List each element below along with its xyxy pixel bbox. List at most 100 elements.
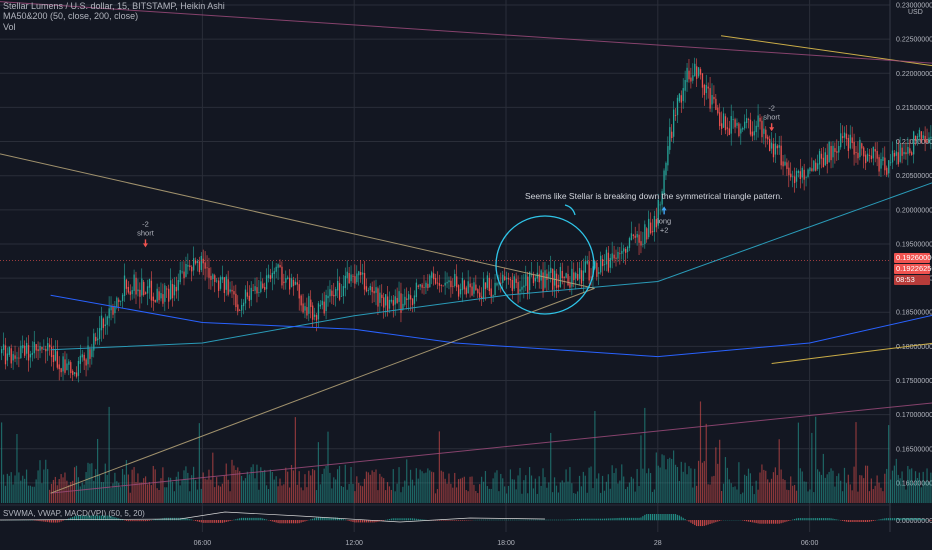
candle-body (784, 161, 786, 166)
volume-bar (642, 468, 644, 503)
candle-body (77, 360, 80, 376)
volume-bar (421, 471, 423, 503)
volume-bar (646, 473, 648, 503)
volume-bar (262, 471, 264, 503)
volume-bar (219, 486, 222, 503)
candle-body (795, 170, 798, 182)
candle-body (555, 273, 558, 288)
volume-bar (623, 476, 625, 503)
candle-body (417, 285, 419, 287)
volume-bar (312, 468, 314, 503)
volume-bar (231, 459, 233, 503)
macd-bar (626, 517, 629, 521)
macd-bar (415, 518, 417, 521)
macd-bar (534, 519, 536, 521)
volume-bar (498, 491, 500, 503)
volume-bar (865, 465, 867, 503)
volume-bar (661, 454, 663, 503)
candle-body (143, 281, 145, 296)
candle-body (822, 157, 825, 168)
volume-bar (363, 478, 366, 503)
candle-body (97, 338, 99, 341)
candle-body (818, 151, 821, 165)
macd-bar (580, 518, 583, 521)
candle-body (628, 238, 631, 248)
volume-bar (465, 490, 467, 503)
candle-body (123, 275, 126, 296)
macd-bar (358, 520, 360, 523)
macd-bar (719, 520, 721, 521)
macd-bar (847, 520, 849, 523)
macd-bar (914, 518, 917, 521)
macd-bar (853, 520, 855, 523)
volume-bar (191, 475, 193, 503)
macd-bar (490, 519, 492, 521)
candle-body (584, 261, 586, 273)
macd-bar (623, 517, 625, 521)
macd-bar (194, 520, 197, 521)
candle-body (809, 167, 811, 171)
candle-body (139, 289, 141, 297)
candle-body (162, 294, 164, 304)
volume-bar (772, 472, 775, 503)
volume-bar (694, 468, 696, 503)
macd-bar (306, 520, 308, 521)
macd-bar (246, 517, 248, 521)
candle-body (632, 234, 634, 236)
volume-bar (221, 483, 223, 503)
macd-indicator-label[interactable]: SVWMA, VWAP, MACD(VPI) (50, 5, 20) (3, 509, 145, 518)
volume-bar (131, 469, 133, 503)
candle-body (421, 284, 423, 288)
macd-bar (692, 520, 694, 524)
volume-bar (127, 474, 129, 503)
macd-bar (805, 518, 807, 521)
macd-bar (198, 520, 200, 522)
candle-body (611, 253, 613, 260)
macd-bar (786, 520, 788, 522)
volume-bar (836, 476, 838, 503)
macd-bar (694, 520, 696, 526)
volume-bar (805, 481, 807, 503)
candle-body (73, 372, 76, 375)
macd-bar (100, 515, 103, 521)
macd-bar (588, 518, 590, 521)
macd-bar (404, 518, 406, 521)
volume-bar (156, 488, 158, 503)
volume-bar (298, 471, 300, 503)
macd-bar (502, 519, 504, 521)
ma-indicator-label[interactable]: MA50&200 (50, close, 200, close) (3, 11, 139, 21)
candle-body (701, 73, 704, 88)
signal-label: -2 (768, 103, 775, 112)
macd-bar (338, 518, 341, 521)
candle-body (388, 299, 391, 309)
candle-body (369, 286, 371, 291)
volume-indicator-label[interactable]: Vol (3, 22, 16, 32)
macd-bar (592, 518, 594, 521)
candle-body (308, 296, 310, 314)
candle-body (419, 284, 421, 287)
macd-bar (131, 520, 133, 522)
candle-body (803, 169, 805, 180)
volume-bar (486, 486, 488, 503)
macd-bar (438, 520, 440, 521)
macd-bar (594, 518, 596, 521)
macd-bar (667, 514, 669, 521)
macd-bar (684, 518, 686, 521)
candle-body (911, 152, 913, 155)
macd-bar (673, 514, 675, 521)
macd-bar (141, 520, 143, 522)
macd-bar (479, 519, 481, 521)
macd-bar (271, 520, 273, 522)
candle-body (886, 167, 888, 175)
candle-body (396, 297, 398, 303)
y-tick-label: 0.23000000 (896, 3, 932, 10)
volume-bar (830, 468, 832, 503)
volume-bar (139, 482, 141, 503)
volume-bar (588, 467, 590, 503)
candle-body (154, 300, 156, 302)
macd-bar (874, 520, 876, 521)
volume-bar (717, 463, 719, 503)
macd-bar (653, 514, 655, 521)
